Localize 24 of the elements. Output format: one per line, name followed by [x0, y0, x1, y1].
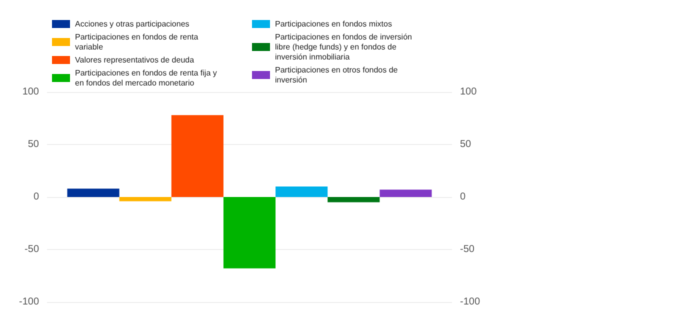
bar [328, 197, 380, 202]
y2-tick-label: 100 [460, 86, 478, 98]
y2-tick-label: -100 [460, 296, 480, 308]
legend-label: Participaciones en fondos de inversión libre (hedge funds) y en fondos de inversión inmobiliaria [275, 32, 414, 62]
legend-label: Valores representativos de deuda [75, 56, 195, 64]
legend-label: Participaciones en fondos de renta variable [75, 32, 200, 52]
y2-tick-label: 0 [460, 192, 466, 202]
y-tick-label: 100 [22, 86, 40, 98]
y2-tick-label: 50 [460, 139, 472, 150]
bar [380, 190, 432, 197]
legend-label: Acciones y otras participaciones [75, 20, 190, 28]
legend-label: Participaciones en fondos mixtos [275, 20, 392, 28]
bar [119, 197, 172, 202]
bar [67, 188, 120, 197]
bar [276, 186, 328, 197]
y-tick-label: 50 [28, 139, 40, 150]
bar [171, 115, 224, 197]
y-tick-label: 0 [33, 192, 40, 202]
y-tick-label: -100 [18, 296, 40, 308]
bar [223, 197, 276, 268]
y-tick-label: -50 [24, 244, 40, 255]
y2-tick-label: -50 [460, 244, 475, 255]
legend-label: Participaciones en otros fondos de inversión [275, 66, 400, 84]
legend-label: Participaciones en fondos de renta fija y en fondos del mercado monetario [75, 68, 220, 88]
